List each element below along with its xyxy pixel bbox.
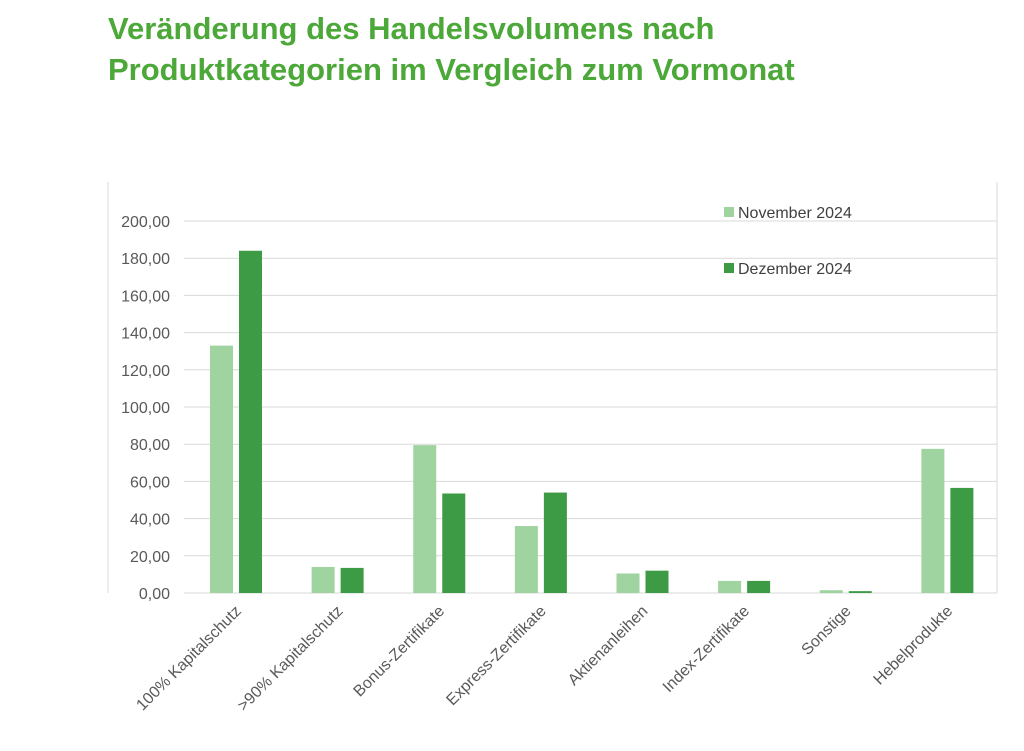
x-category-label: Bonus-Zertifikate [351,603,449,701]
legend-swatch-november [724,207,734,217]
bar-november-8 [921,448,945,593]
bar-dezember-1 [239,250,262,593]
bar-dezember-4 [543,492,567,593]
y-tick-label: 180,00 [121,251,170,268]
bar-november-6 [718,580,742,593]
bar-dezember-7 [848,591,872,593]
chart-title-line-2: Produktkategorien im Vergleich zum Vormo… [108,52,795,87]
legend-label-dezember: Dezember 2024 [738,261,852,278]
x-category-label: >90% Kapitalschutz [235,603,347,715]
bar-november-5 [616,573,640,593]
x-category-label: Index-Zertifikate [660,603,753,696]
legend: November 2024 Dezember 2024 [724,205,852,278]
bar-dezember-8 [950,487,974,593]
plot-frame [107,182,998,593]
x-category-label: Hebelprodukte [871,603,957,689]
bar-november-3 [413,445,437,593]
x-category-label: Aktienanleihen [565,603,651,689]
chart-title: Veränderung des Handelsvolumens nach Pro… [108,8,988,90]
y-tick-label: 0,00 [139,586,170,603]
y-tick-label: 80,00 [130,437,170,454]
x-category-label: 100% Kapitalschutz [133,603,244,714]
x-axis-category-labels: 100% Kapitalschutz>90% Kapitalschutz Bonu… [133,603,956,715]
y-tick-label: 200,00 [121,214,170,231]
y-tick-label: 160,00 [121,288,170,305]
bar-november-7 [819,590,843,593]
x-category-label: Express-Zertifikate [443,603,549,709]
bar-dezember-5 [645,570,669,593]
bars [210,250,974,593]
bar-november-2 [311,566,335,593]
y-tick-label: 60,00 [130,474,170,491]
y-axis-tick-labels: 0,00 20,00 40,00 60,00 80,00 100,00 120,00 140,… [121,214,170,603]
y-tick-label: 40,00 [130,512,170,529]
bar-dezember-2 [340,567,364,593]
y-tick-label: 20,00 [130,549,170,566]
gridlines [184,220,997,594]
y-tick-label: 140,00 [121,326,170,343]
chart-title-line-1: Veränderung des Handelsvolumens nach [108,11,715,46]
bar-dezember-3 [442,493,466,593]
x-category-label: Sonstige [799,603,855,659]
legend-label-november: November 2024 [738,205,852,222]
bar-november-1 [210,345,233,593]
bar-dezember-6 [747,580,771,593]
y-tick-label: 120,00 [121,363,170,380]
y-tick-label: 100,00 [121,400,170,417]
legend-swatch-dezember [724,263,734,273]
bar-november-4 [514,526,538,593]
